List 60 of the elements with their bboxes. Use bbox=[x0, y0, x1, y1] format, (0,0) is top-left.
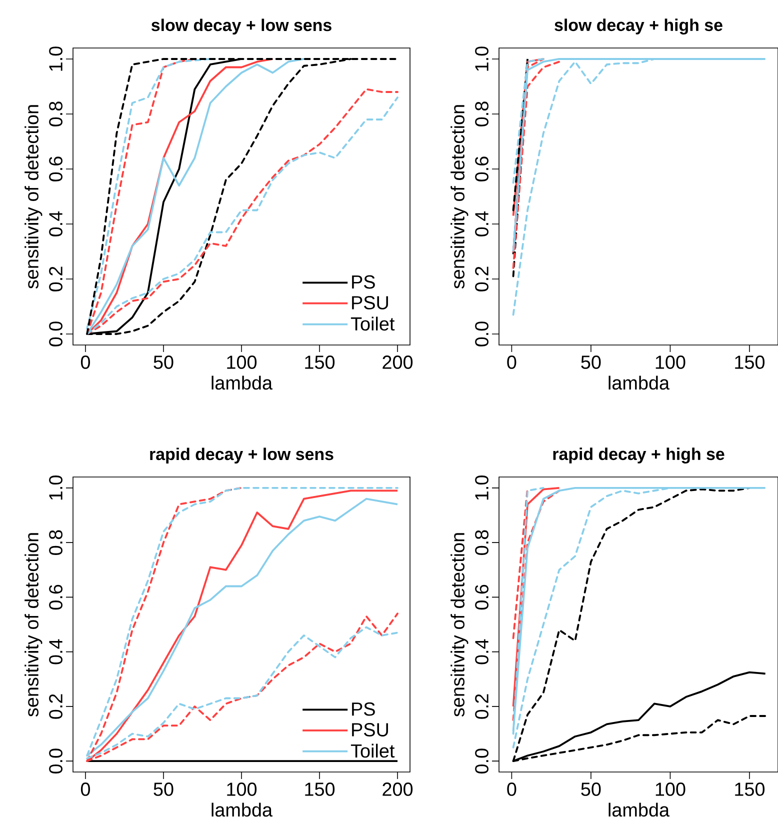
x-tick-label: 0 bbox=[507, 356, 516, 369]
y-tick-label: 1.0 bbox=[475, 46, 488, 71]
x-tick-label: 150 bbox=[305, 356, 335, 369]
x-tick-label: 0 bbox=[80, 356, 90, 369]
y-tick-label: 0.0 bbox=[49, 748, 62, 774]
y-tick-label: 0.8 bbox=[475, 530, 488, 555]
legend-label: PSU bbox=[352, 296, 388, 310]
y-tick-label: 0.4 bbox=[49, 639, 62, 664]
chart-title: rapid decay + low sens bbox=[150, 448, 334, 464]
y-axis-title: sensitivity of detection bbox=[24, 533, 42, 717]
legend-label: PSU bbox=[352, 723, 388, 736]
x-tick-label: 200 bbox=[382, 782, 413, 796]
y-tick-label: 0.6 bbox=[475, 156, 488, 182]
y-tick-label: 0.0 bbox=[475, 748, 488, 774]
y-axis-title: sensitivity of detection bbox=[24, 105, 42, 289]
x-tick-label: 100 bbox=[656, 782, 686, 796]
y-tick-label: 0.0 bbox=[475, 322, 488, 346]
y-tick-label: 0.8 bbox=[49, 102, 62, 126]
x-tick-label: 100 bbox=[227, 782, 257, 796]
chart-title: rapid decay + high se bbox=[553, 448, 724, 464]
legend-label: PS bbox=[352, 275, 375, 289]
x-tick-label: 50 bbox=[581, 356, 601, 369]
y-tick-label: 0.4 bbox=[49, 211, 62, 236]
x-tick-label: 150 bbox=[735, 782, 765, 796]
y-tick-label: 1.0 bbox=[49, 46, 62, 71]
y-tick-label: 0.2 bbox=[49, 266, 62, 292]
y-tick-label: 0.8 bbox=[49, 530, 62, 555]
x-axis-title: lambda bbox=[212, 802, 273, 817]
x-axis-title: lambda bbox=[608, 802, 670, 817]
legend-label: Toilet bbox=[350, 744, 395, 758]
x-axis-title: lambda bbox=[608, 376, 670, 390]
x-tick-label: 50 bbox=[154, 356, 174, 369]
y-tick-label: 0.2 bbox=[475, 266, 488, 292]
x-tick-label: 150 bbox=[735, 356, 765, 369]
legend-label: PS bbox=[352, 702, 375, 716]
y-tick-label: 0.6 bbox=[49, 156, 62, 182]
x-tick-label: 50 bbox=[581, 782, 601, 796]
legend-label: Toilet bbox=[350, 316, 395, 331]
y-tick-label: 0.6 bbox=[475, 584, 488, 610]
x-tick-label: 150 bbox=[305, 782, 335, 796]
y-tick-label: 0.4 bbox=[475, 639, 488, 664]
y-tick-label: 0.0 bbox=[49, 322, 62, 346]
y-tick-label: 0.4 bbox=[475, 211, 488, 236]
y-tick-label: 0.2 bbox=[49, 694, 62, 719]
y-tick-label: 0.6 bbox=[49, 584, 62, 610]
y-tick-label: 0.8 bbox=[475, 102, 488, 126]
y-tick-label: 0.2 bbox=[475, 694, 488, 719]
y-tick-label: 1.0 bbox=[475, 476, 488, 500]
x-tick-label: 0 bbox=[80, 782, 90, 796]
x-tick-label: 50 bbox=[154, 782, 174, 796]
y-axis-title: sensitivity of detection bbox=[450, 533, 468, 717]
chart-title: slow decay + low sens bbox=[151, 18, 332, 34]
chart-title: slow decay + high se bbox=[554, 18, 722, 34]
x-tick-label: 0 bbox=[507, 782, 516, 796]
y-tick-label: 1.0 bbox=[49, 476, 62, 500]
x-axis-title: lambda bbox=[212, 376, 273, 390]
x-tick-label: 100 bbox=[656, 356, 686, 369]
y-axis-title: sensitivity of detection bbox=[450, 105, 468, 289]
x-tick-label: 100 bbox=[227, 356, 257, 369]
x-tick-label: 200 bbox=[382, 356, 413, 369]
